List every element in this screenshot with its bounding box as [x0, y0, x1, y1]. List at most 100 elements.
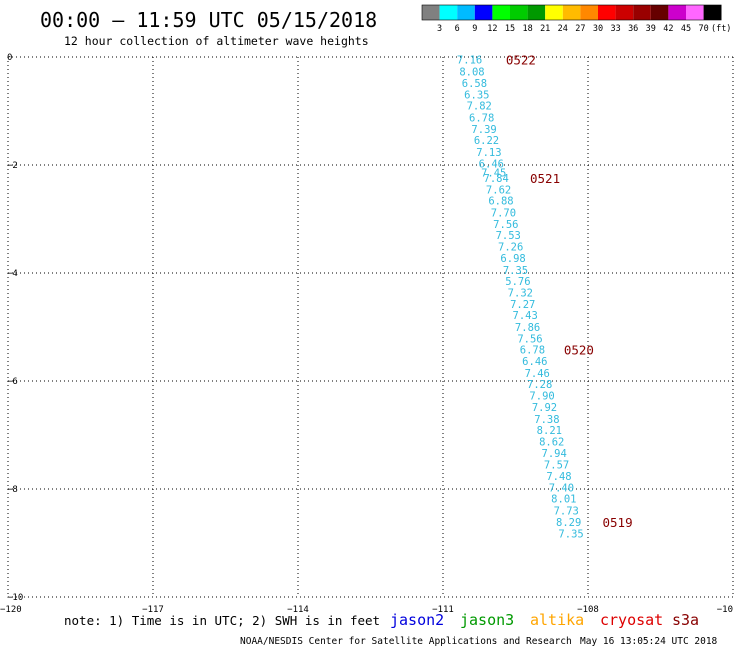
legend-label: 24 — [558, 24, 568, 34]
legend-swatch — [615, 5, 634, 20]
swh-value-label: 6.46 — [479, 158, 504, 170]
swh-value-label: 7.56 — [517, 333, 542, 345]
satellite-label-jason2: jason2 — [390, 611, 444, 629]
swh-value-label: 7.92 — [532, 402, 557, 414]
swh-value-label: 7.90 — [529, 391, 554, 403]
x-tick-label: −10 — [717, 605, 733, 615]
chart-title: 00:00 – 11:59 UTC 05/15/2018 — [40, 8, 377, 32]
legend-label: 70 — [698, 24, 708, 34]
y-tick-label: −8 — [7, 485, 18, 495]
footer-note: note: 1) Time is in UTC; 2) SWH is in fe… — [64, 613, 380, 628]
satellite-label-cryosat: cryosat — [600, 611, 663, 629]
y-tick-label: −10 — [7, 593, 23, 603]
swh-value-label: 6.35 — [464, 89, 489, 101]
x-tick-label: −111 — [432, 605, 454, 615]
y-tick-label: −6 — [7, 377, 18, 387]
legend-label: 12 — [487, 24, 497, 34]
swh-value-label: 7.27 — [510, 299, 535, 311]
chart-subtitle: 12 hour collection of altimeter wave hei… — [64, 34, 369, 48]
legend-swatch — [633, 5, 651, 20]
legend-swatch — [650, 5, 669, 20]
axis-tick-labels: −120 −117 −114 −111 −108 −10 0 −2 −4 −6 −8 −10 — [0, 53, 733, 615]
footer-credit: NOAA/NESDIS Center for Satellite Applica… — [240, 636, 572, 647]
legend-swatch — [527, 5, 546, 20]
grid-lines — [7, 56, 734, 598]
plot-area: −120 −117 −114 −111 −108 −10 0 −2 −4 −6 −8 −10 7.16… — [0, 53, 734, 615]
swh-value-label: 6.46 — [522, 356, 547, 368]
legend-label: 6 — [455, 24, 460, 34]
legend-label: 33 — [610, 24, 620, 34]
swh-value-label: 7.82 — [467, 101, 492, 113]
legend-label: 18 — [522, 24, 532, 34]
legend-label: 36 — [628, 24, 638, 34]
swh-value-label: 7.46 — [525, 368, 550, 380]
satellite-label-s3a: s3a — [672, 611, 699, 629]
legend-label: 39 — [646, 24, 656, 34]
legend-swatch — [510, 5, 528, 20]
footer-timestamp: May 16 13:05:24 UTC 2018 — [580, 636, 718, 647]
swh-value-label: 7.28 — [527, 379, 552, 391]
swh-value-label: 7.45 — [481, 168, 506, 180]
y-tick-label: 0 — [7, 53, 12, 63]
legend-label: (ft) — [711, 24, 731, 34]
legend-swatch — [703, 5, 722, 20]
swh-points: 7.168.086.586.357.826.787.396.227.136.46… — [457, 55, 584, 541]
swh-value-label: 7.13 — [476, 147, 501, 159]
swh-value-label: 7.39 — [471, 124, 496, 136]
legend-label: 9 — [472, 24, 477, 34]
legend-swatch — [457, 5, 475, 20]
legend-swatch — [422, 5, 440, 20]
swh-value-label: 7.56 — [493, 219, 518, 231]
swh-value-label: 6.58 — [462, 78, 487, 90]
time-marker-label: 0520 — [564, 343, 594, 358]
swh-value-label: 7.43 — [513, 310, 538, 322]
y-tick-label: −2 — [7, 161, 18, 171]
swh-value-label: 7.40 — [549, 482, 574, 494]
time-markers: 0522 0521 0520 0519 — [506, 53, 633, 530]
swh-value-label: 6.78 — [469, 112, 494, 124]
x-tick-label: −120 — [0, 605, 22, 615]
legend-swatch — [598, 5, 616, 20]
legend-swatch — [439, 5, 458, 20]
swh-value-label: 7.86 — [515, 322, 540, 334]
legend-label: 42 — [663, 24, 673, 34]
legend-label: 45 — [681, 24, 691, 34]
swh-value-label: 7.32 — [508, 287, 533, 299]
swh-value-label: 7.53 — [496, 230, 521, 242]
swh-value-label: 7.84 — [484, 173, 509, 185]
satellite-legend: jason2 jason3 altika cryosat s3a — [390, 611, 699, 629]
swh-value-label: 7.94 — [542, 448, 567, 460]
swh-value-label: 7.62 — [486, 184, 511, 196]
swh-value-label: 8.62 — [539, 436, 564, 448]
time-marker-label: 0519 — [603, 515, 633, 530]
satellite-label-jason3: jason3 — [460, 611, 514, 629]
legend-swatch — [562, 5, 581, 20]
color-scale-legend: 3 6 9 12 15 18 21 24 27 30 33 36 39 42 45 70 (ft) — [421, 4, 731, 34]
legend-swatch — [580, 5, 598, 20]
legend-frame — [421, 4, 722, 21]
legend-label: 21 — [540, 24, 550, 34]
legend-label: 15 — [505, 24, 515, 34]
time-marker-label: 0522 — [506, 53, 536, 68]
swh-value-label: 8.01 — [551, 494, 576, 506]
swh-value-label: 7.35 — [503, 265, 528, 277]
swh-value-label: 6.88 — [488, 196, 513, 208]
x-tick-label: −108 — [577, 605, 599, 615]
swh-value-label: 7.38 — [534, 414, 559, 426]
legend-label: 3 — [437, 24, 442, 34]
legend-swatch — [545, 5, 563, 20]
y-tick-label: −4 — [7, 269, 18, 279]
legend-swatch — [686, 5, 704, 20]
swh-value-label: 7.70 — [491, 208, 516, 220]
swh-value-label: 6.98 — [500, 253, 525, 265]
swh-value-label: 8.21 — [537, 425, 562, 437]
swh-value-label: 6.22 — [474, 135, 499, 147]
legend-swatch — [474, 5, 493, 20]
swh-value-label: 7.73 — [554, 506, 579, 518]
legend-swatch — [492, 5, 510, 20]
swh-value-label: 8.29 — [556, 517, 581, 529]
swh-value-label: 7.35 — [558, 528, 583, 540]
swh-value-label: 8.08 — [459, 67, 484, 79]
x-tick-label: −114 — [287, 605, 309, 615]
